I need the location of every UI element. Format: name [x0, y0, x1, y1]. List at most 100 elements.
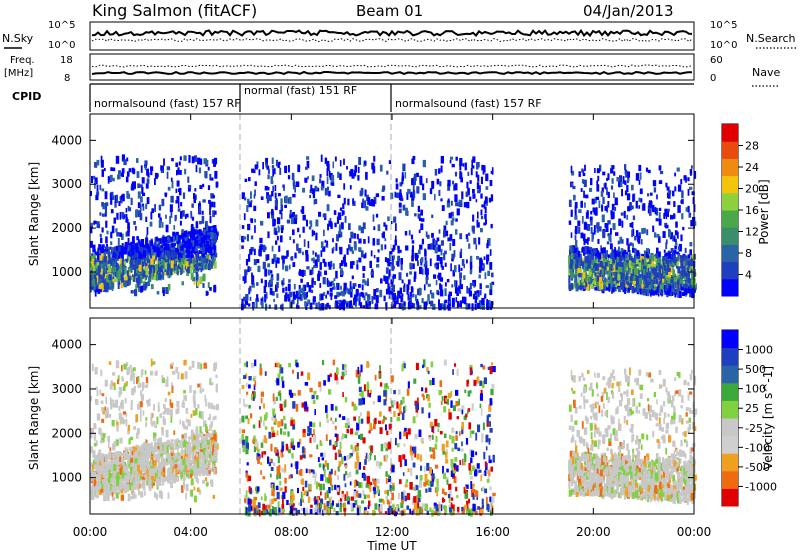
scatter-cell — [241, 298, 244, 304]
scatter-cell — [183, 390, 186, 394]
scatter-cell — [114, 253, 117, 259]
scatter-cell — [486, 243, 489, 249]
scatter-cell — [311, 289, 314, 294]
scatter-cell — [486, 299, 489, 304]
scatter-cell — [208, 263, 211, 271]
scatter-cell — [148, 398, 151, 407]
scatter-cell — [470, 265, 473, 273]
scatter-cell — [633, 282, 636, 288]
scatter-cell — [464, 162, 467, 171]
scatter-cell — [617, 251, 620, 257]
scatter-cell — [413, 173, 417, 181]
scatter-cell — [100, 159, 104, 168]
scatter-cell — [308, 226, 312, 230]
scatter-cell — [292, 212, 295, 218]
scatter-cell — [123, 280, 128, 288]
scatter-cell — [209, 215, 212, 224]
scatter-cell — [411, 194, 415, 201]
scatter-cell — [590, 227, 593, 234]
scatter-cell — [291, 172, 295, 181]
scatter-cell — [110, 401, 113, 410]
scatter-cell — [609, 276, 612, 282]
scatter-cell — [211, 403, 214, 409]
scatter-cell — [477, 189, 481, 194]
scatter-cell — [185, 408, 189, 414]
scatter-cell — [610, 243, 613, 250]
scatter-cell — [140, 196, 143, 203]
scatter-cell — [249, 266, 252, 271]
scatter-cell — [586, 224, 591, 231]
scatter-cell — [142, 203, 144, 207]
scatter-cell — [640, 198, 643, 203]
scatter-cell — [315, 219, 319, 227]
scatter-cell — [326, 290, 329, 295]
scatter-cell — [268, 269, 271, 276]
scatter-cell — [246, 234, 249, 242]
cpid-label: CPID — [12, 90, 41, 103]
scatter-cell — [390, 281, 394, 287]
scatter-cell — [354, 243, 357, 251]
scatter-cell — [104, 212, 107, 217]
scatter-cell — [393, 293, 396, 301]
scatter-cell — [597, 271, 600, 275]
scatter-cell — [480, 193, 483, 199]
scatter-cell — [371, 296, 374, 304]
scatter-cell — [598, 252, 602, 260]
scatter-cell — [593, 229, 596, 235]
scatter-cell — [163, 158, 165, 166]
scatter-cell — [392, 284, 395, 293]
scatter-cell — [459, 233, 463, 240]
scatter-cell — [205, 482, 209, 487]
scatter-cell — [323, 229, 325, 237]
scatter-cell — [574, 209, 577, 217]
scatter-cell — [267, 212, 270, 219]
scatter-cell — [669, 266, 673, 273]
scatter-cell — [112, 279, 115, 283]
scatter-cell — [612, 287, 615, 292]
scatter-cell — [352, 260, 355, 265]
scatter-cell — [271, 157, 274, 164]
scatter-cell — [354, 165, 358, 173]
scatter-cell — [476, 219, 479, 224]
scatter-cell — [581, 216, 584, 224]
scatter-cell — [382, 231, 385, 239]
scatter-cell — [112, 468, 114, 472]
scatter-cell — [653, 264, 656, 268]
scatter-cell — [337, 171, 340, 178]
scatter-cell — [460, 248, 463, 255]
scatter-cell — [140, 491, 144, 498]
scatter-cell — [145, 268, 148, 275]
scatter-cell — [146, 263, 149, 269]
scatter-cell — [485, 186, 489, 190]
scatter-cell — [137, 171, 140, 178]
scatter-cell — [209, 287, 212, 291]
scatter-cell — [274, 304, 278, 310]
scatter-cell — [299, 293, 303, 301]
scatter-cell — [151, 208, 154, 213]
scatter-cell — [655, 259, 658, 265]
scatter-cell — [302, 226, 305, 233]
scatter-cell — [585, 246, 589, 254]
scatter-cell — [670, 253, 672, 259]
scatter-cell — [211, 255, 215, 263]
scatter-cell — [105, 260, 108, 269]
scatter-cell — [481, 164, 484, 171]
scatter-cell — [396, 192, 400, 199]
scatter-cell — [192, 242, 195, 251]
scatter-cell — [693, 221, 697, 226]
scatter-cell — [471, 165, 475, 169]
scatter-cell — [355, 288, 359, 297]
scatter-cell — [584, 164, 586, 171]
scatter-cell — [360, 250, 364, 258]
scatter-cell — [214, 210, 217, 215]
scatter-cell — [210, 421, 213, 428]
scatter-cell — [329, 221, 333, 227]
scatter-cell — [156, 438, 160, 444]
scatter-cell — [626, 214, 629, 220]
scatter-cell — [691, 165, 693, 169]
scatter-cell — [115, 262, 119, 270]
scatter-cell — [180, 210, 183, 219]
scatter-cell — [179, 443, 182, 448]
